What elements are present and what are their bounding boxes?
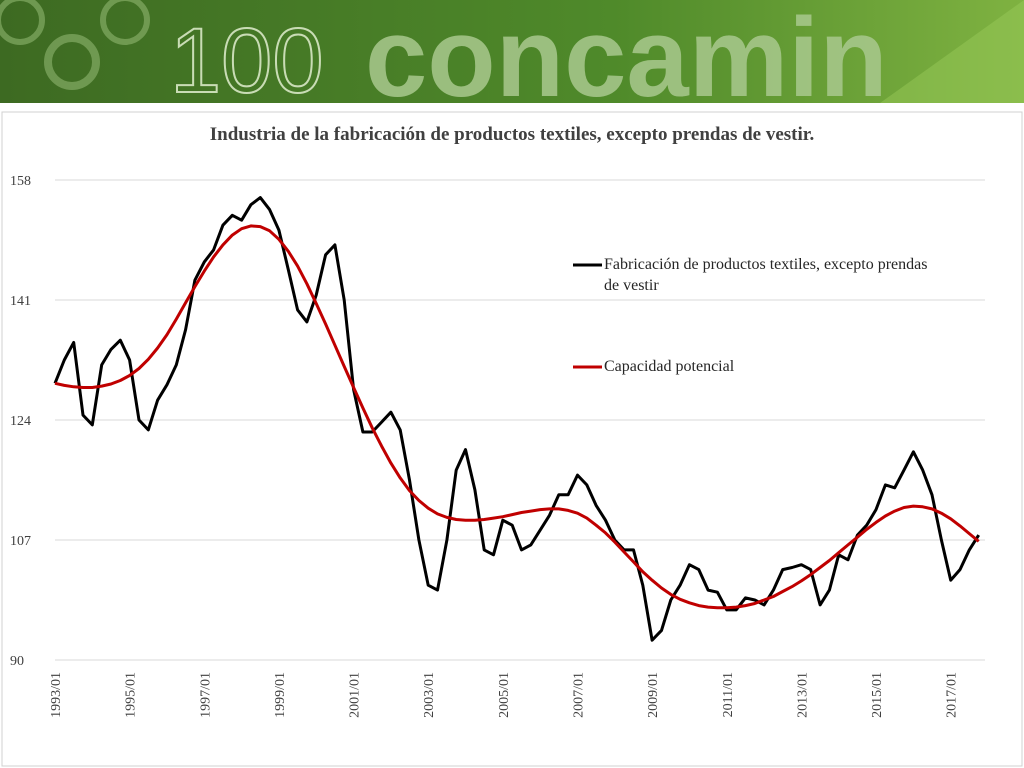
banner: [0, 0, 1024, 103]
x-tick-label: 2017/01: [945, 672, 960, 718]
y-tick-label: 141: [10, 294, 31, 309]
x-tick-label: 1997/01: [198, 672, 213, 718]
banner-number: 100: [170, 10, 324, 112]
legend-label: Fabricación de productos textiles, excep…: [604, 256, 928, 294]
y-tick-label: 124: [10, 414, 31, 429]
x-tick-label: 2015/01: [870, 672, 885, 718]
gear-deco: [44, 34, 100, 90]
slide-frame: [1, 111, 1023, 767]
x-tick-label: 2005/01: [497, 672, 512, 718]
banner-logo: concamin: [365, 0, 888, 120]
x-tick-label: 1999/01: [273, 672, 288, 718]
x-tick-label: 2011/01: [721, 672, 736, 717]
gear-deco: [100, 0, 150, 45]
y-tick-label: 158: [10, 174, 31, 189]
y-tick-label: 90: [10, 654, 24, 669]
series-line: [54, 224, 980, 610]
series-line: [53, 196, 980, 642]
gear-deco: [0, 0, 45, 45]
x-tick-label: 1995/01: [124, 672, 139, 718]
chart-title: Industria de la fabricación de productos…: [210, 124, 814, 145]
x-tick-label: 2001/01: [348, 672, 363, 718]
banner-stripe: [880, 0, 1024, 103]
x-tick-label: 2009/01: [646, 672, 661, 718]
x-tick-label: 2013/01: [795, 672, 810, 718]
x-tick-label: 1993/01: [49, 672, 64, 718]
legend-label: Capacidad potencial: [604, 358, 735, 375]
x-tick-label: 2003/01: [422, 672, 437, 718]
x-tick-label: 2007/01: [571, 672, 586, 718]
y-tick-label: 107: [10, 534, 31, 549]
